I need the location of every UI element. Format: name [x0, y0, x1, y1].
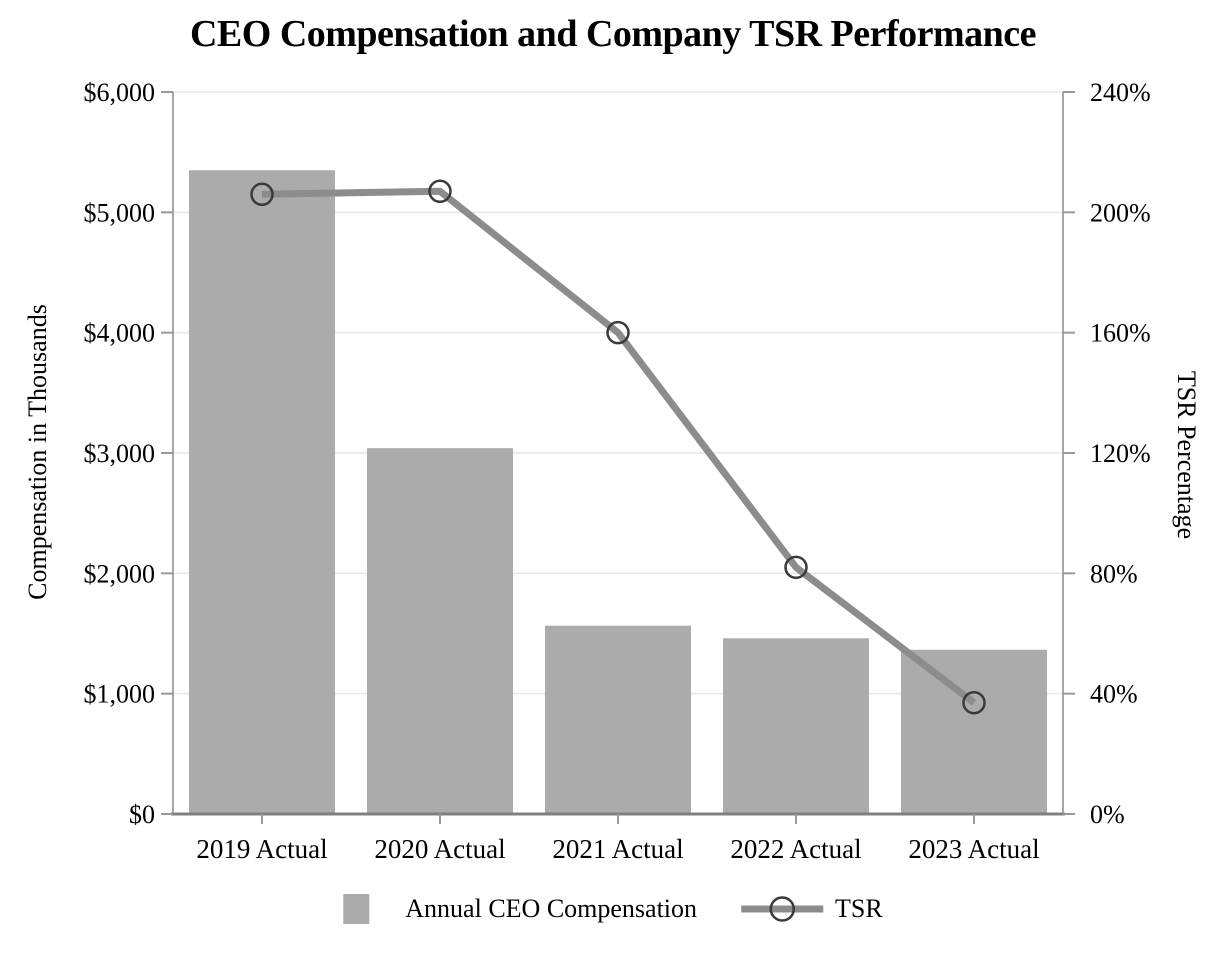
tsr-marker-2021 [606, 320, 630, 345]
x-category-label: 2023 Actual [908, 834, 1039, 864]
compensation-bar-2019 [189, 170, 335, 814]
tsr-line [261, 187, 977, 706]
tsr-marker-2019 [250, 182, 274, 207]
left-tick-label: $1,000 [84, 680, 156, 709]
left-tick-label: $0 [129, 800, 155, 829]
compensation-bar-2020 [367, 448, 513, 814]
right-tick-label: 0% [1090, 800, 1125, 829]
line-swatch-icon [741, 896, 824, 922]
right-tick-label: 200% [1090, 198, 1151, 227]
chart-title: CEO Compensation and Company TSR Perform… [189, 13, 1037, 55]
right-tick-label: 40% [1090, 680, 1138, 709]
left-tick-label: $3,000 [84, 439, 156, 468]
legend-item-tsr: TSR [739, 894, 883, 924]
left-tick-label: $5,000 [84, 198, 156, 227]
compensation-bar-2021 [545, 625, 691, 814]
left-tick-label: $4,000 [84, 319, 156, 348]
right-tick-label: 80% [1090, 559, 1138, 588]
x-category-label: 2019 Actual [196, 834, 327, 864]
left-tick-label: $2,000 [84, 559, 156, 588]
compensation-bar-2023 [901, 649, 1047, 814]
right-tick-label: 120% [1090, 439, 1151, 468]
legend-label-tsr: TSR [835, 894, 883, 923]
x-category-label: 2020 Actual [374, 834, 505, 864]
tsr-marker-2022 [784, 555, 808, 580]
right-tick-label: 240% [1090, 78, 1151, 107]
right-tick-label: 160% [1090, 319, 1151, 348]
compensation-bar-2022 [723, 638, 869, 814]
tsr-marker-2020 [428, 179, 452, 204]
bar-swatch-icon [343, 894, 370, 924]
x-category-label: 2021 Actual [552, 834, 683, 864]
legend-item-compensation: Annual CEO Compensation [343, 894, 697, 924]
tsr-marker-2023 [962, 690, 986, 715]
x-category-label: 2022 Actual [730, 834, 861, 864]
legend-label-compensation: Annual CEO Compensation [405, 894, 698, 923]
left-tick-label: $6,000 [84, 78, 156, 107]
legend: Annual CEO Compensation TSR [343, 894, 883, 924]
